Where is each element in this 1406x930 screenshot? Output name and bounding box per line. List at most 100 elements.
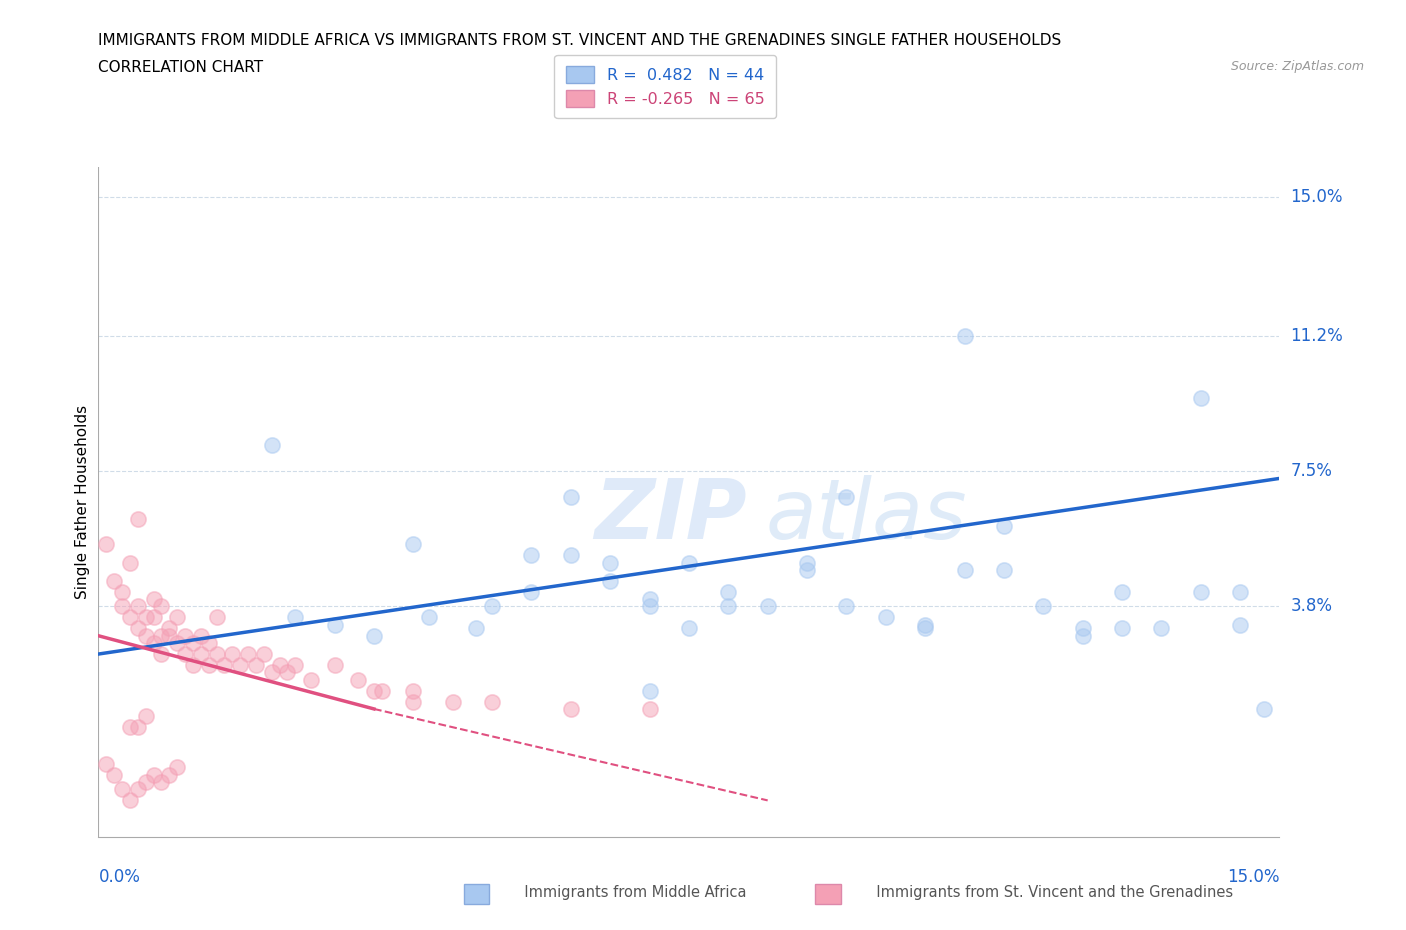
- Point: [96, 537, 118, 551]
- Point: [229, 658, 252, 672]
- Point: [465, 621, 488, 636]
- Point: [914, 621, 936, 636]
- Text: 0.0%: 0.0%: [98, 868, 141, 885]
- Point: [150, 599, 173, 614]
- Point: [96, 756, 118, 771]
- Point: [363, 629, 385, 644]
- Point: [236, 646, 259, 661]
- Point: [418, 610, 440, 625]
- Point: [1253, 701, 1275, 716]
- Point: [111, 599, 134, 614]
- Text: Source: ZipAtlas.com: Source: ZipAtlas.com: [1230, 60, 1364, 73]
- Text: 7.5%: 7.5%: [1291, 462, 1333, 480]
- Point: [260, 438, 283, 453]
- Point: [560, 701, 582, 716]
- Point: [135, 610, 157, 625]
- Point: [402, 684, 425, 698]
- Point: [993, 519, 1015, 534]
- Point: [142, 591, 165, 606]
- Point: [135, 709, 157, 724]
- Point: [269, 658, 291, 672]
- Legend: R =  0.482   N = 44, R = -0.265   N = 65: R = 0.482 N = 44, R = -0.265 N = 65: [554, 55, 776, 118]
- Y-axis label: Single Father Households: Single Father Households: [75, 405, 90, 599]
- Point: [638, 591, 661, 606]
- Point: [253, 646, 276, 661]
- Point: [1229, 618, 1251, 632]
- Point: [166, 760, 188, 775]
- Point: [1189, 391, 1212, 405]
- Point: [127, 782, 149, 797]
- Point: [111, 782, 134, 797]
- Point: [142, 610, 165, 625]
- Point: [1071, 629, 1094, 644]
- Point: [481, 599, 503, 614]
- Point: [520, 548, 543, 563]
- Point: [638, 599, 661, 614]
- Point: [205, 610, 228, 625]
- Text: 11.2%: 11.2%: [1291, 326, 1343, 345]
- Point: [181, 658, 204, 672]
- Point: [103, 574, 125, 589]
- Point: [127, 720, 149, 735]
- Point: [441, 694, 464, 709]
- Point: [118, 610, 141, 625]
- Text: Immigrants from St. Vincent and the Grenadines: Immigrants from St. Vincent and the Gren…: [844, 885, 1233, 900]
- Point: [638, 701, 661, 716]
- Point: [118, 555, 141, 570]
- Point: [190, 646, 212, 661]
- Text: atlas: atlas: [766, 475, 967, 556]
- Point: [142, 767, 165, 782]
- Point: [993, 563, 1015, 578]
- Point: [150, 775, 173, 790]
- Point: [135, 775, 157, 790]
- Text: 15.0%: 15.0%: [1227, 868, 1279, 885]
- Point: [1111, 621, 1133, 636]
- Text: IMMIGRANTS FROM MIDDLE AFRICA VS IMMIGRANTS FROM ST. VINCENT AND THE GRENADINES : IMMIGRANTS FROM MIDDLE AFRICA VS IMMIGRA…: [98, 33, 1062, 47]
- Text: CORRELATION CHART: CORRELATION CHART: [98, 60, 263, 75]
- Point: [756, 599, 779, 614]
- Point: [142, 635, 165, 650]
- Point: [157, 767, 180, 782]
- Point: [135, 629, 157, 644]
- Point: [284, 658, 307, 672]
- Point: [1150, 621, 1173, 636]
- Point: [1189, 584, 1212, 599]
- Point: [599, 574, 621, 589]
- Point: [260, 665, 283, 680]
- Point: [323, 618, 346, 632]
- Point: [371, 684, 394, 698]
- Point: [157, 629, 180, 644]
- Point: [111, 584, 134, 599]
- Point: [127, 621, 149, 636]
- Point: [221, 646, 243, 661]
- Point: [599, 555, 621, 570]
- Point: [717, 584, 740, 599]
- Point: [157, 621, 180, 636]
- Point: [103, 767, 125, 782]
- Text: Immigrants from Middle Africa: Immigrants from Middle Africa: [492, 885, 747, 900]
- Point: [127, 599, 149, 614]
- Point: [347, 672, 370, 687]
- Point: [118, 793, 141, 808]
- Point: [678, 621, 700, 636]
- Point: [166, 610, 188, 625]
- Point: [1032, 599, 1054, 614]
- Text: 15.0%: 15.0%: [1291, 188, 1343, 206]
- Point: [197, 658, 219, 672]
- Point: [402, 537, 425, 551]
- Point: [276, 665, 298, 680]
- Point: [875, 610, 897, 625]
- Point: [1111, 584, 1133, 599]
- Point: [953, 563, 976, 578]
- Point: [796, 555, 818, 570]
- Point: [174, 629, 197, 644]
- Point: [717, 599, 740, 614]
- Point: [638, 684, 661, 698]
- Point: [205, 646, 228, 661]
- Point: [1229, 584, 1251, 599]
- Point: [835, 599, 858, 614]
- Point: [402, 694, 425, 709]
- Point: [835, 489, 858, 504]
- Text: 3.8%: 3.8%: [1291, 597, 1333, 616]
- Point: [150, 646, 173, 661]
